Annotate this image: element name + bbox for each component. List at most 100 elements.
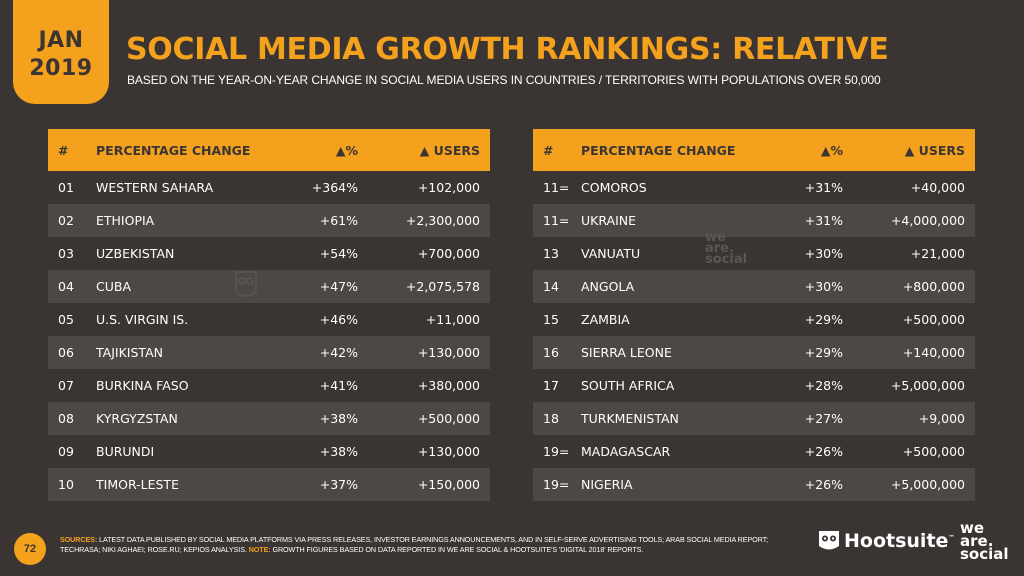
pct-change-cell: +364% (311, 180, 358, 195)
users-change-cell: +21,000 (910, 246, 965, 261)
country-cell: TURKMENISTAN (581, 411, 679, 426)
header-country: PERCENTAGE CHANGE (581, 142, 736, 158)
users-change-cell: +102,000 (417, 180, 480, 195)
header-users-change: ▲ USERS (419, 142, 480, 158)
country-cell: SIERRA LEONE (581, 345, 672, 360)
table-header: # PERCENTAGE CHANGE ▲% ▲ USERS (533, 129, 975, 171)
country-cell: UZBEKISTAN (96, 246, 175, 261)
rankings-table-left: # PERCENTAGE CHANGE ▲% ▲ USERS 01 WESTERN… (48, 129, 490, 501)
rank-cell: 02 (58, 213, 74, 228)
rank-cell: 04 (58, 279, 74, 294)
rank-cell: 11= (543, 213, 570, 228)
date-badge: JAN 2019 (13, 0, 109, 104)
pct-change-cell: +29% (804, 345, 843, 360)
table-row: 18 TURKMENISTAN +27% +9,000 (533, 402, 975, 435)
country-cell: TIMOR-LESTE (96, 477, 179, 492)
rank-cell: 18 (543, 411, 559, 426)
header-pct-change: ▲% (335, 142, 358, 158)
sources-note: SOURCES: LATEST DATA PUBLISHED BY SOCIAL… (60, 535, 769, 554)
hootsuite-logo: Hootsuite™ (818, 530, 954, 552)
owl-watermark-icon (235, 271, 257, 297)
pct-change-cell: +54% (319, 246, 358, 261)
pct-change-cell: +47% (319, 279, 358, 294)
users-change-cell: +130,000 (417, 444, 480, 459)
table-row: 08 KYRGYZSTAN +38% +500,000 (48, 402, 490, 435)
country-cell: ETHIOPIA (96, 213, 155, 228)
pct-change-cell: +26% (804, 444, 843, 459)
pct-change-cell: +30% (804, 246, 843, 261)
users-change-cell: +40,000 (910, 180, 965, 195)
pct-change-cell: +26% (804, 477, 843, 492)
rankings-table-right: # PERCENTAGE CHANGE ▲% ▲ USERS 11= COMORO… (533, 129, 975, 501)
pct-change-cell: +30% (804, 279, 843, 294)
header-rank: # (543, 142, 554, 158)
country-cell: ANGOLA (581, 279, 635, 294)
table-row: 16 SIERRA LEONE +29% +140,000 (533, 336, 975, 369)
table-row: 19= NIGERIA +26% +5,000,000 (533, 468, 975, 501)
pct-change-cell: +31% (804, 180, 843, 195)
table-row: 02 ETHIOPIA +61% +2,300,000 (48, 204, 490, 237)
users-change-cell: +500,000 (902, 312, 965, 327)
table-header: # PERCENTAGE CHANGE ▲% ▲ USERS (48, 129, 490, 171)
pct-change-cell: +31% (804, 213, 843, 228)
table-row: 04 CUBA +47% +2,075,578 (48, 270, 490, 303)
rank-cell: 13 (543, 246, 559, 261)
country-cell: MADAGASCAR (581, 444, 671, 459)
header-pct-change: ▲% (820, 142, 843, 158)
country-cell: KYRGYZSTAN (96, 411, 178, 426)
users-change-cell: +11,000 (425, 312, 480, 327)
pct-change-cell: +41% (319, 378, 358, 393)
users-change-cell: +130,000 (417, 345, 480, 360)
country-cell: WESTERN SAHARA (96, 180, 214, 195)
users-change-cell: +5,000,000 (890, 477, 965, 492)
users-change-cell: +9,000 (918, 411, 965, 426)
table-row: 10 TIMOR-LESTE +37% +150,000 (48, 468, 490, 501)
users-change-cell: +2,300,000 (405, 213, 480, 228)
pct-change-cell: +38% (319, 411, 358, 426)
users-change-cell: +5,000,000 (890, 378, 965, 393)
users-change-cell: +800,000 (902, 279, 965, 294)
rank-cell: 16 (543, 345, 559, 360)
rank-cell: 01 (58, 180, 74, 195)
table-row: 19= MADAGASCAR +26% +500,000 (533, 435, 975, 468)
users-change-cell: +380,000 (417, 378, 480, 393)
rank-cell: 05 (58, 312, 74, 327)
country-cell: U.S. VIRGIN IS. (96, 312, 189, 327)
users-change-cell: +4,000,000 (890, 213, 965, 228)
table-row: 11= UKRAINE +31% +4,000,000 (533, 204, 975, 237)
table-row: 14 ANGOLA +30% +800,000 (533, 270, 975, 303)
rank-cell: 11= (543, 180, 570, 195)
country-cell: BURUNDI (96, 444, 155, 459)
rank-cell: 14 (543, 279, 559, 294)
date-year: 2019 (29, 56, 93, 81)
users-change-cell: +700,000 (417, 246, 480, 261)
page-number: 72 (14, 533, 46, 565)
header-users-change: ▲ USERS (904, 142, 965, 158)
country-cell: COMOROS (581, 180, 647, 195)
country-cell: TAJIKISTAN (96, 345, 163, 360)
table-row: 07 BURKINA FASO +41% +380,000 (48, 369, 490, 402)
date-month: JAN (38, 28, 84, 53)
rank-cell: 10 (58, 477, 74, 492)
table-row: 06 TAJIKISTAN +42% +130,000 (48, 336, 490, 369)
table-row: 15 ZAMBIA +29% +500,000 (533, 303, 975, 336)
page-title: SOCIAL MEDIA GROWTH RANKINGS: RELATIVE (126, 32, 889, 67)
country-cell: UKRAINE (581, 213, 637, 228)
table-row: 11= COMOROS +31% +40,000 (533, 171, 975, 204)
country-cell: ZAMBIA (581, 312, 630, 327)
header-country: PERCENTAGE CHANGE (96, 142, 251, 158)
we-are-social-logo: we are. social (960, 519, 1009, 563)
country-cell: CUBA (96, 279, 132, 294)
table-row: 03 UZBEKISTAN +54% +700,000 (48, 237, 490, 270)
watermark-logo: we are. social (705, 230, 748, 267)
rank-cell: 08 (58, 411, 74, 426)
pct-change-cell: +28% (804, 378, 843, 393)
rank-cell: 09 (58, 444, 74, 459)
users-change-cell: +2,075,578 (405, 279, 480, 294)
owl-icon (819, 531, 839, 550)
table-row: 01 WESTERN SAHARA +364% +102,000 (48, 171, 490, 204)
country-cell: NIGERIA (581, 477, 633, 492)
rank-cell: 19= (543, 444, 570, 459)
rank-cell: 19= (543, 477, 570, 492)
rank-cell: 07 (58, 378, 74, 393)
